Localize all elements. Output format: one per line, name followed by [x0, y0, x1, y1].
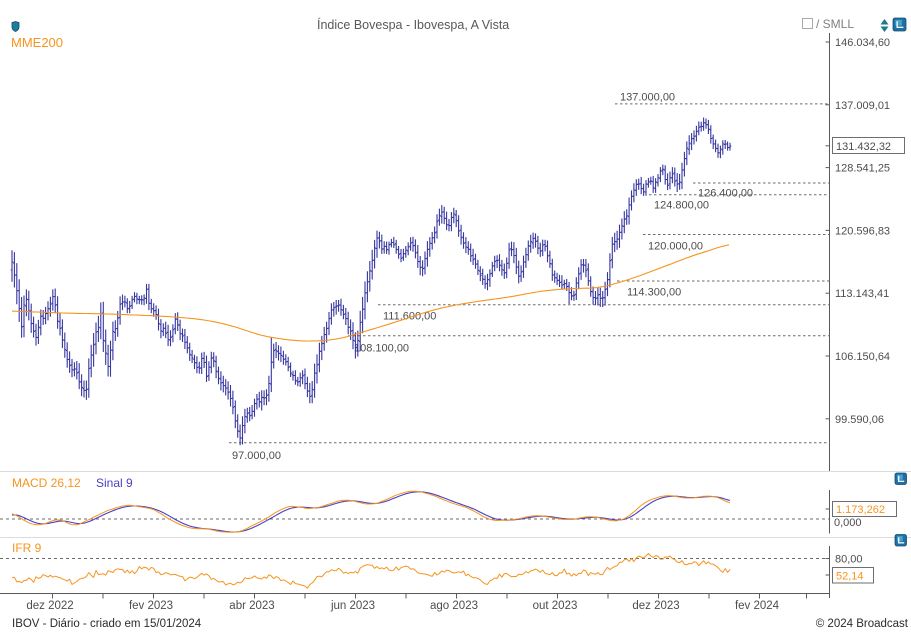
- svg-text:120.596,83: 120.596,83: [835, 225, 890, 237]
- svg-text:/ SMLL: / SMLL: [816, 17, 854, 31]
- svg-text:IBOV - Diário - criado em 15/0: IBOV - Diário - criado em 15/01/2024: [12, 618, 202, 630]
- svg-text:Índice Bovespa - Ibovespa, A V: Índice Bovespa - Ibovespa, A Vista: [317, 17, 509, 32]
- svg-text:fev 2023: fev 2023: [129, 600, 173, 612]
- svg-text:dez 2023: dez 2023: [632, 600, 679, 612]
- svg-text:dez 2022: dez 2022: [26, 600, 73, 612]
- svg-text:106.150,64: 106.150,64: [835, 351, 890, 363]
- svg-text:Sinal 9: Sinal 9: [96, 476, 133, 490]
- svg-text:MME200: MME200: [11, 35, 63, 50]
- svg-text:jun 2023: jun 2023: [330, 600, 375, 612]
- svg-text:146.034,60: 146.034,60: [835, 37, 890, 49]
- svg-text:131.432,32: 131.432,32: [836, 141, 891, 153]
- svg-text:99.590,06: 99.590,06: [835, 414, 884, 426]
- svg-text:80,00: 80,00: [835, 554, 863, 566]
- svg-text:137.000,00: 137.000,00: [620, 92, 675, 104]
- svg-text:97.000,00: 97.000,00: [232, 450, 281, 462]
- svg-text:0,000: 0,000: [834, 517, 862, 529]
- svg-text:1.173,262: 1.173,262: [836, 504, 885, 516]
- svg-text:108.100,00: 108.100,00: [354, 343, 409, 355]
- svg-text:out 2023: out 2023: [533, 600, 578, 612]
- svg-text:MACD 26,12: MACD 26,12: [12, 476, 81, 490]
- svg-text:114.300,00: 114.300,00: [627, 287, 681, 299]
- svg-text:ago 2023: ago 2023: [430, 600, 478, 612]
- svg-text:111.600,00: 111.600,00: [383, 311, 436, 323]
- svg-text:fev 2024: fev 2024: [735, 600, 780, 612]
- svg-text:126.400,00: 126.400,00: [698, 188, 753, 200]
- svg-text:© 2024 Broadcast: © 2024 Broadcast: [816, 618, 909, 630]
- svg-text:abr 2023: abr 2023: [229, 600, 274, 612]
- svg-text:IFR 9: IFR 9: [12, 541, 42, 555]
- svg-text:128.541,25: 128.541,25: [835, 163, 890, 175]
- svg-text:124.800,00: 124.800,00: [654, 200, 709, 212]
- svg-text:137.009,01: 137.009,01: [835, 100, 890, 112]
- svg-text:113.143,41: 113.143,41: [835, 288, 889, 300]
- svg-text:52,14: 52,14: [836, 571, 864, 583]
- svg-text:120.000,00: 120.000,00: [648, 241, 703, 253]
